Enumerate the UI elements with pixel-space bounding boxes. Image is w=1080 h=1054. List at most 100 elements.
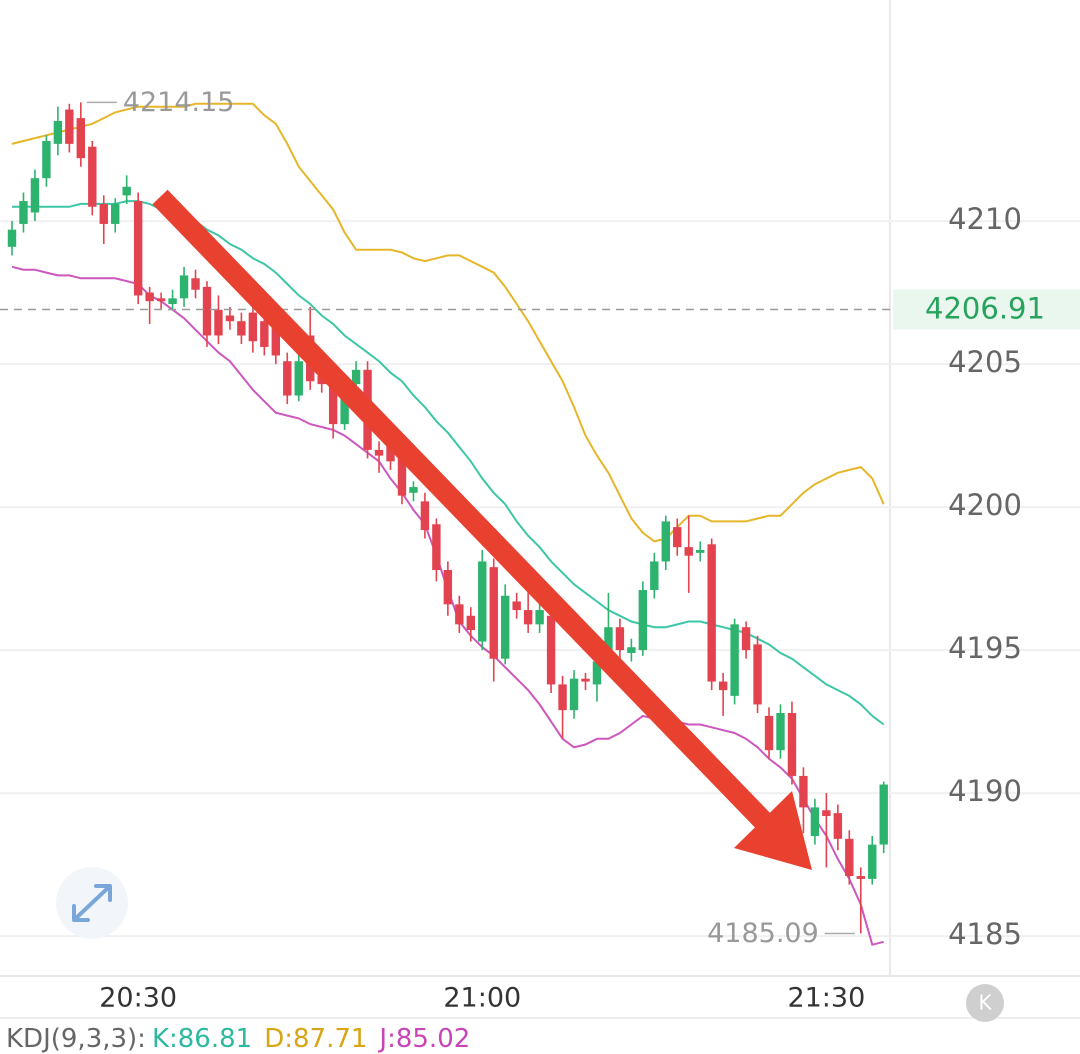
- candle-body: [546, 615, 556, 685]
- candle-body: [799, 775, 808, 808]
- candle-body: [455, 604, 464, 625]
- y-tick-label: 4185: [948, 917, 1022, 951]
- candle-body: [42, 141, 51, 179]
- grid: [0, 220, 1080, 938]
- candle-body: [248, 312, 258, 342]
- candle-body: [810, 807, 820, 837]
- candle-body: [30, 178, 40, 213]
- candle-body: [523, 610, 533, 625]
- candle-body: [673, 527, 682, 548]
- indicator-value: K:86.81: [152, 1024, 252, 1054]
- candle-body: [833, 813, 843, 839]
- candle-body: [386, 441, 395, 462]
- indicator-value: J:85.02: [377, 1024, 470, 1054]
- candle-body: [88, 146, 97, 207]
- candle-body: [111, 203, 120, 224]
- candle-body: [65, 109, 74, 144]
- candle-body: [787, 713, 797, 776]
- candle-body: [764, 715, 774, 751]
- candle-body: [317, 375, 326, 385]
- candle-body: [718, 681, 728, 691]
- arrow-shaft: [152, 189, 778, 836]
- candle-body: [133, 201, 143, 296]
- x-tick-label: 21:30: [787, 983, 865, 1014]
- candle-body: [661, 521, 670, 562]
- candle-body: [283, 361, 292, 396]
- candle-body: [271, 324, 281, 356]
- indicator-label: KDJ(9,3,3):: [6, 1024, 146, 1054]
- candle-body: [696, 549, 705, 553]
- candle-body: [53, 120, 63, 144]
- candle-body: [99, 203, 108, 224]
- high-label: 4214.15: [123, 87, 235, 118]
- candle-body: [558, 684, 567, 711]
- trend-arrow: [152, 189, 812, 870]
- candle-body: [202, 286, 212, 336]
- candle-body: [351, 369, 361, 385]
- candle-body: [535, 610, 544, 625]
- candle-body: [879, 784, 888, 845]
- last-price-label: 4206.91: [925, 291, 1045, 325]
- y-tick-label: 4200: [948, 488, 1022, 522]
- candle-body: [581, 678, 590, 682]
- labels: 4185 4190 4195 4200 4205 4210 20:30 21:00 21:30 4…: [0, 87, 1080, 1014]
- candle-body: [237, 321, 246, 336]
- expand-icon: [72, 884, 112, 922]
- candle-body: [168, 298, 177, 305]
- candle-body: [145, 292, 154, 302]
- candle-body: [340, 384, 349, 425]
- candle-body: [156, 298, 166, 302]
- candle-body: [627, 647, 636, 653]
- candle-body: [868, 844, 877, 879]
- candle-body: [420, 501, 430, 530]
- x-tick-label: 21:00: [443, 983, 521, 1014]
- candle-body: [443, 570, 453, 605]
- candles: [7, 102, 888, 934]
- candle-body: [294, 361, 303, 396]
- candle-body: [19, 201, 28, 224]
- kline-button-label: K: [978, 991, 992, 1015]
- candle-body: [730, 624, 739, 696]
- indicator-value: D:87.71: [264, 1024, 367, 1054]
- candle-body: [856, 876, 865, 879]
- candle-body: [650, 561, 659, 591]
- candle-body: [638, 590, 648, 651]
- candle-body: [501, 595, 510, 659]
- kline-circle[interactable]: [966, 984, 1004, 1022]
- candle-body: [122, 186, 131, 196]
- candle-body: [845, 838, 854, 877]
- candle-body: [615, 627, 625, 651]
- arrow-head: [734, 791, 812, 870]
- candle-body: [753, 644, 762, 705]
- candle-body: [569, 678, 579, 711]
- candle-body: [432, 524, 441, 571]
- candle-body: [512, 601, 521, 611]
- candle-body: [7, 229, 17, 247]
- candle-body: [328, 384, 338, 425]
- y-tick-label: 4190: [948, 774, 1022, 808]
- candle-body: [76, 118, 86, 159]
- candle-body: [409, 487, 418, 493]
- candle-body: [707, 544, 716, 682]
- candle-body: [604, 627, 613, 662]
- expand-button[interactable]: [56, 867, 128, 939]
- kline-button[interactable]: K: [966, 984, 1004, 1022]
- y-tick-label: 4205: [948, 345, 1022, 379]
- y-tick-label: 4195: [948, 631, 1022, 665]
- low-label: 4185.09: [707, 918, 819, 949]
- candle-body: [478, 561, 487, 642]
- x-tick-label: 20:30: [99, 983, 177, 1014]
- candle-body: [374, 449, 384, 456]
- candle-body: [179, 275, 189, 299]
- band-line: [11, 102, 885, 543]
- candle-body: [489, 567, 498, 659]
- candle-body: [225, 315, 235, 322]
- candle-body: [592, 661, 602, 685]
- y-tick-label: 4210: [948, 202, 1022, 236]
- candle-body: [191, 278, 200, 290]
- candle-body: [741, 627, 751, 651]
- candle-body: [397, 455, 407, 496]
- candle-body: [776, 713, 785, 751]
